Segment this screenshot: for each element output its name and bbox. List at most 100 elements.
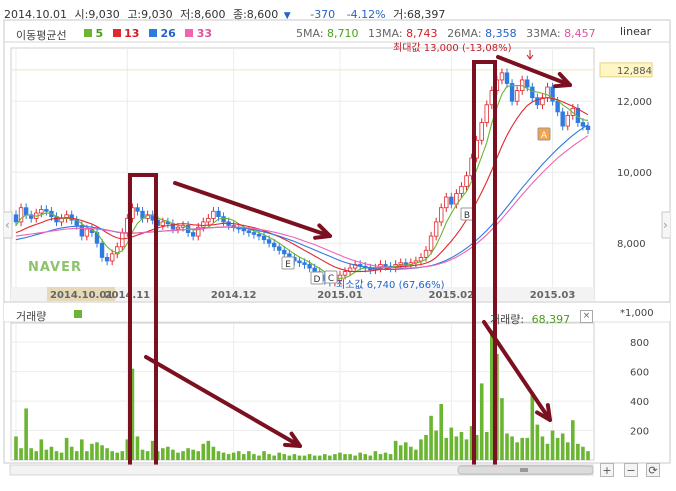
- candle-body: [428, 235, 434, 251]
- candle-body: [13, 214, 19, 223]
- volume-bar: [140, 449, 145, 460]
- volume-bar: [398, 445, 403, 460]
- last-high-badge: [599, 62, 653, 78]
- volume-bar: [550, 430, 555, 460]
- ma26-label: 26MA:: [447, 27, 482, 40]
- candle-body: [160, 221, 165, 226]
- x-tick-label: 2015.01: [317, 290, 363, 301]
- volume-bar: [540, 436, 545, 460]
- ma33-period[interactable]: 33: [196, 27, 213, 40]
- zoom-in-button[interactable]: +: [600, 463, 614, 477]
- volume-bar: [14, 436, 18, 460]
- volume-bar: [393, 440, 398, 460]
- volume-bar: [231, 452, 236, 460]
- candle-body: [479, 122, 484, 141]
- candle-body: [297, 260, 302, 264]
- volume-bar: [429, 415, 433, 460]
- volume-bar: [565, 442, 570, 460]
- candle-body: [135, 207, 140, 212]
- scale-toggle[interactable]: linear: [620, 25, 652, 38]
- volume-bar: [505, 433, 509, 460]
- volume-bar: [444, 437, 449, 460]
- volume-tick-label: 600: [630, 368, 649, 379]
- ma33-swatch: [185, 29, 194, 37]
- ma13-value: 8,743: [406, 27, 438, 40]
- volume-bar: [571, 420, 575, 460]
- candle-body: [54, 216, 59, 223]
- ma13-period[interactable]: 13: [124, 27, 140, 40]
- volume-tick-label: 400: [630, 397, 649, 408]
- volume-tick-label: 800: [630, 338, 649, 349]
- volume-bar: [191, 449, 195, 460]
- left-scroll-handle: [4, 211, 13, 239]
- volume-bar: [312, 455, 317, 460]
- volume-swatch: [74, 310, 82, 318]
- volume-bar: [343, 454, 347, 460]
- close-icon[interactable]: ×: [580, 310, 593, 323]
- candle-body: [342, 271, 348, 276]
- candle-body: [216, 210, 221, 217]
- volume-bar: [424, 434, 428, 460]
- ma13-label: 13MA:: [368, 27, 403, 40]
- overlay-arrow-peak-down-head: [553, 72, 572, 89]
- open-value: 9,030: [88, 8, 120, 21]
- volume-bar: [226, 454, 231, 460]
- event-marker-label: E: [285, 260, 291, 270]
- volume-bar: [49, 446, 54, 460]
- scrollbar-grip-icon: [520, 468, 528, 472]
- low-label: 저:: [180, 8, 194, 21]
- event-marker: [310, 271, 324, 285]
- volume-bar: [292, 454, 297, 460]
- volume-bar: [510, 436, 514, 460]
- volume-bar: [211, 446, 216, 460]
- overlay-arrow-price-down: [173, 181, 332, 238]
- candle-body: [403, 262, 408, 265]
- right-scroll-handle: [661, 211, 670, 239]
- overlay-arrow-peak-down: [496, 55, 572, 87]
- candle-body: [352, 264, 358, 269]
- volume-bar: [409, 446, 413, 460]
- volume-bar: [120, 451, 125, 460]
- left-scroll-icon: ‹: [5, 218, 10, 232]
- volume-bar: [110, 451, 114, 460]
- price-tick-label: 10,000: [617, 168, 652, 179]
- volume-bar: [236, 451, 241, 460]
- candle-body: [201, 221, 206, 228]
- ma5-period[interactable]: 5: [95, 27, 104, 40]
- candle-body: [261, 235, 267, 241]
- event-marker: [537, 127, 551, 141]
- reset-button[interactable]: ⟳: [646, 463, 660, 477]
- volume-bar: [115, 452, 120, 460]
- volume-bar: [419, 439, 423, 460]
- zoom-out-button[interactable]: −: [624, 463, 638, 477]
- close-value: 8,600: [246, 8, 279, 21]
- volume-bar: [383, 452, 388, 460]
- volume-bar: [454, 436, 459, 460]
- volume-bar: [328, 455, 332, 460]
- event-marker-label: B: [464, 211, 470, 221]
- volume-bar: [166, 446, 170, 460]
- candle-body: [206, 217, 211, 223]
- volume-bar: [535, 424, 540, 460]
- volume-bar: [373, 451, 378, 460]
- volume-legend-label: 거래량:: [490, 313, 525, 326]
- candle-body: [44, 209, 49, 212]
- volume-bar: [338, 452, 342, 460]
- ma26-period[interactable]: 26: [160, 27, 176, 40]
- candle-body: [418, 257, 424, 262]
- candle-body: [383, 264, 388, 267]
- volume-legend-value: 68,397: [531, 313, 571, 326]
- volume-bar: [221, 452, 226, 460]
- candle-body: [535, 97, 540, 106]
- high-label: 고:: [127, 8, 142, 21]
- volume-bar: [322, 454, 327, 460]
- candle-body: [23, 207, 29, 216]
- candle-body: [246, 230, 252, 233]
- volume-bar: [576, 443, 580, 460]
- volume-bar: [247, 451, 251, 460]
- volume-bar: [54, 451, 59, 460]
- volume-bar: [160, 448, 165, 460]
- candle-body: [18, 207, 24, 223]
- candle-body: [565, 115, 570, 127]
